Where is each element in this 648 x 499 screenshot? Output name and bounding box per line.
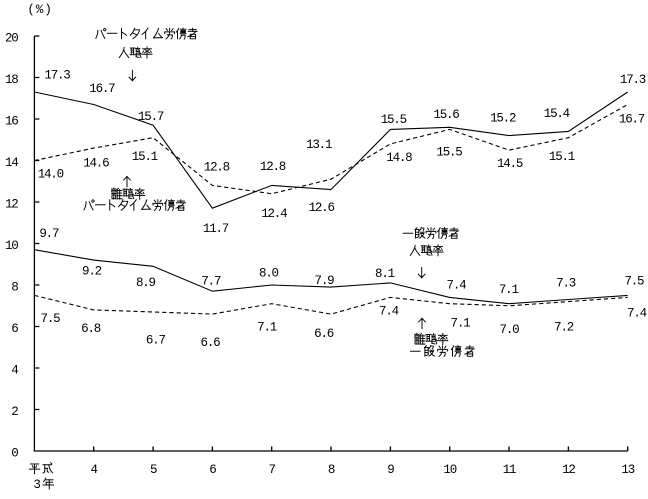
svg-text:12.8: 12.8 xyxy=(260,160,286,174)
svg-text:8: 8 xyxy=(11,281,18,295)
svg-text:7.1: 7.1 xyxy=(451,316,471,330)
svg-text:14.6: 14.6 xyxy=(83,156,109,170)
svg-text:6: 6 xyxy=(11,322,18,336)
svg-text:13.1: 13.1 xyxy=(306,138,332,152)
svg-text:7.1: 7.1 xyxy=(257,321,277,335)
svg-text:17.3: 17.3 xyxy=(620,73,646,87)
svg-text:9.7: 9.7 xyxy=(39,227,59,241)
svg-text:15.5: 15.5 xyxy=(381,113,407,127)
svg-text:15.1: 15.1 xyxy=(549,150,575,164)
svg-text:7.1: 7.1 xyxy=(499,283,519,297)
svg-text:15.7: 15.7 xyxy=(138,110,164,124)
svg-text:16: 16 xyxy=(5,115,18,129)
svg-text:18: 18 xyxy=(5,73,18,87)
svg-text:12: 12 xyxy=(562,463,575,477)
svg-text:15.1: 15.1 xyxy=(132,150,158,164)
svg-text:8.0: 8.0 xyxy=(259,267,279,281)
svg-text:15.6: 15.6 xyxy=(433,108,459,122)
svg-text:15.4: 15.4 xyxy=(544,107,570,121)
svg-text:15.2: 15.2 xyxy=(490,112,516,126)
svg-text:17.3: 17.3 xyxy=(44,68,70,82)
svg-text:7: 7 xyxy=(269,463,276,477)
svg-text:14: 14 xyxy=(5,156,18,170)
svg-text:6.7: 6.7 xyxy=(146,334,166,348)
svg-text:12.8: 12.8 xyxy=(204,160,230,174)
svg-text:12.4: 12.4 xyxy=(261,207,287,221)
svg-text:7.4: 7.4 xyxy=(379,304,399,318)
svg-text:12: 12 xyxy=(5,198,18,212)
svg-text:2: 2 xyxy=(11,405,18,419)
svg-text:6: 6 xyxy=(209,463,216,477)
svg-text:3: 3 xyxy=(33,478,40,492)
svg-text:4: 4 xyxy=(11,364,18,378)
svg-text:0: 0 xyxy=(11,447,18,461)
svg-text:14.5: 14.5 xyxy=(497,157,523,171)
svg-text:7.2: 7.2 xyxy=(554,321,574,335)
svg-text:14.8: 14.8 xyxy=(386,151,412,165)
svg-text:4: 4 xyxy=(91,463,98,477)
svg-text:7.4: 7.4 xyxy=(447,278,467,292)
svg-text:14.0: 14.0 xyxy=(38,167,64,181)
svg-text:7.0: 7.0 xyxy=(500,323,520,337)
svg-text:6.8: 6.8 xyxy=(81,322,101,336)
svg-text:7.5: 7.5 xyxy=(624,275,644,289)
svg-text:(%): (%) xyxy=(27,3,53,17)
svg-text:8.9: 8.9 xyxy=(136,276,156,290)
svg-text:16.7: 16.7 xyxy=(619,112,645,126)
svg-text:11: 11 xyxy=(503,463,516,477)
svg-text:10: 10 xyxy=(443,463,456,477)
svg-text:13: 13 xyxy=(621,463,634,477)
svg-text:8.1: 8.1 xyxy=(375,267,395,281)
svg-text:6.6: 6.6 xyxy=(201,336,221,350)
svg-text:9.2: 9.2 xyxy=(82,265,102,279)
svg-text:20: 20 xyxy=(5,32,18,46)
svg-text:11.7: 11.7 xyxy=(203,222,229,236)
svg-text:7.7: 7.7 xyxy=(201,275,221,289)
svg-text:16.7: 16.7 xyxy=(89,82,115,96)
svg-text:7.3: 7.3 xyxy=(556,277,576,291)
svg-text:9: 9 xyxy=(387,463,394,477)
svg-text:15.5: 15.5 xyxy=(436,146,462,160)
svg-text:12.6: 12.6 xyxy=(309,201,335,215)
svg-text:5: 5 xyxy=(150,463,157,477)
svg-text:7.5: 7.5 xyxy=(41,312,61,326)
svg-text:6.6: 6.6 xyxy=(314,327,334,341)
svg-text:10: 10 xyxy=(5,239,18,253)
svg-text:7.9: 7.9 xyxy=(315,274,335,288)
svg-text:7.4: 7.4 xyxy=(627,306,647,320)
svg-text:8: 8 xyxy=(328,463,335,477)
